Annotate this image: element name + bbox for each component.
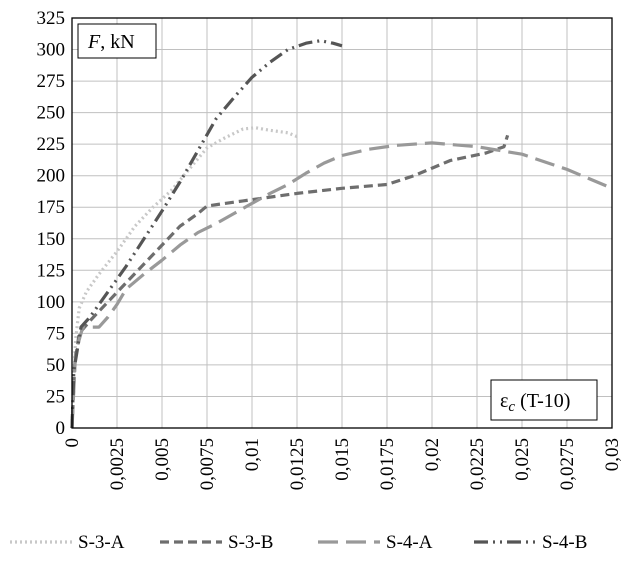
x-tick-label: 0,015 <box>332 438 353 481</box>
legend-item-s-3-a: S-3-A <box>10 532 125 553</box>
x-tick-label: 0,0075 <box>197 438 218 490</box>
x-tick-label: 0,0225 <box>467 438 488 490</box>
legend: S-3-A S-3-B S-4-A S-4-B <box>10 532 587 553</box>
plot-frame <box>71 17 613 429</box>
y-axis-label-box: F, kN <box>77 23 157 59</box>
x-axis-label-box: εc (T-10) <box>490 379 598 421</box>
series-line-s-4-b <box>70 39 343 429</box>
y-tick-label: 175 <box>37 197 66 218</box>
x-tick-label: 0,01 <box>242 438 263 471</box>
y-tick-label: 200 <box>37 166 66 187</box>
series-line-s-3-a <box>70 126 298 429</box>
y-tick-label: 0 <box>56 418 66 439</box>
x-tick-label: 0,02 <box>422 438 443 471</box>
y-tick-label: 100 <box>37 292 66 313</box>
x-tick-label: 0,0025 <box>107 438 128 490</box>
y-tick-label: 275 <box>37 71 66 92</box>
series-layer <box>70 39 613 429</box>
series-line-s-4-a <box>70 141 613 429</box>
x-tick-label: 0,0175 <box>377 438 398 490</box>
x-tick-label: 0,03 <box>602 438 623 471</box>
x-axis-ticks: 0 0,0025 0,005 0,0075 0,01 0,0125 0,015 0,0175 0… <box>62 438 623 490</box>
legend-label: S-3-A <box>78 532 125 553</box>
y-axis-ticks: 0 25 50 75 100 125 150 175 200 225 250 275 300 325 <box>37 8 66 439</box>
legend-item-s-4-b: S-4-B <box>474 532 587 553</box>
y-tick-label: 50 <box>46 355 65 376</box>
y-tick-label: 300 <box>37 40 66 61</box>
series-line-s-3-b <box>70 134 510 429</box>
y-tick-label: 325 <box>37 8 66 29</box>
y-tick-label: 150 <box>37 229 66 250</box>
y-tick-label: 25 <box>46 386 65 407</box>
y-tick-label: 125 <box>37 260 66 281</box>
legend-item-s-4-a: S-4-A <box>318 532 433 553</box>
legend-item-s-3-b: S-3-B <box>160 532 273 553</box>
x-tick-label: 0,0125 <box>287 438 308 490</box>
legend-label: S-3-B <box>228 532 273 553</box>
y-tick-label: 225 <box>37 134 66 155</box>
x-tick-label: 0 <box>62 438 83 448</box>
x-tick-label: 0,0275 <box>557 438 578 490</box>
y-axis-label: F, kN <box>87 31 135 53</box>
legend-label: S-4-A <box>386 532 433 553</box>
y-tick-label: 75 <box>46 323 65 344</box>
x-tick-label: 0,025 <box>512 438 533 481</box>
legend-label: S-4-B <box>542 532 587 553</box>
x-axis-label: εc (T-10) <box>500 390 570 415</box>
x-tick-label: 0,005 <box>152 438 173 481</box>
y-tick-label: 250 <box>37 103 66 124</box>
